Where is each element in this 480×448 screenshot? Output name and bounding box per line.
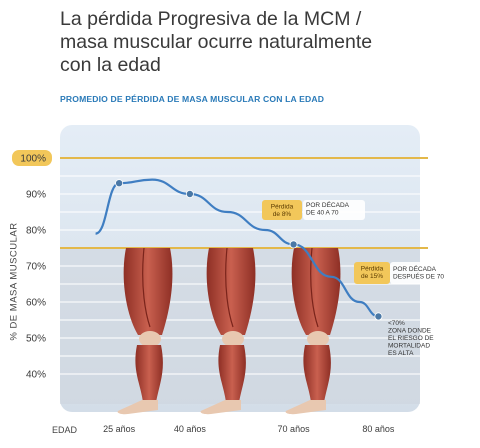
annotation-highlight-line: Pérdida: [361, 266, 384, 273]
annotation-text-line: EL RIESGO DE: [388, 335, 434, 342]
calf-muscle: [218, 345, 246, 402]
y-tick-label: 40%: [26, 370, 46, 381]
annotation-text-line: POR DÉCADA: [306, 200, 350, 209]
y-tick-label: 90%: [26, 190, 46, 201]
data-point: [185, 189, 194, 198]
chart-subtitle: PROMEDIO DE PÉRDIDA DE MASA MUSCULAR CON…: [60, 94, 325, 104]
foot: [285, 400, 326, 415]
knee: [307, 331, 329, 347]
foot: [117, 400, 158, 415]
data-point: [115, 179, 124, 188]
annotation-highlight: Pérdida de 8%: [271, 204, 294, 219]
annotation-text: <70% ZONA DONDE EL RIESGO DE MORTALIDAD ES A…: [388, 320, 434, 357]
title-line-2: masa muscular ocurre naturalmente: [60, 31, 373, 53]
annotation: Pérdida de 8% POR DÉCADA DE 40 A 70: [262, 200, 365, 220]
annotation-badge: [262, 200, 302, 220]
y-tick-label: 80%: [26, 226, 46, 237]
y-tick-label: 60%: [26, 298, 46, 309]
leg-muscle-illustration: [200, 247, 256, 415]
thigh-muscle: [123, 248, 173, 335]
x-axis-label: EDAD: [52, 425, 78, 435]
thigh-muscle: [291, 248, 341, 335]
annotation-text-line: <70%: [388, 320, 405, 327]
annotation-text-line: DE 40 A 70: [306, 210, 339, 217]
annotation-badge: [354, 262, 390, 284]
x-tick-label: 70 años: [278, 424, 311, 434]
annotation-box: [303, 200, 365, 220]
calf-muscle: [303, 345, 331, 402]
annotation-highlight: Pérdida de 15%: [361, 266, 384, 281]
leg-muscle-illustration: [117, 247, 173, 415]
data-point: [289, 240, 298, 249]
x-tick-label: 80 años: [362, 424, 395, 434]
annotation-text: POR DÉCADA DE 40 A 70: [306, 200, 350, 217]
annotation-highlight-line: de 8%: [273, 211, 292, 218]
annotation-text: POR DÉCADA DESPUÉS DE 70: [393, 264, 444, 281]
annotation: <70% ZONA DONDE EL RIESGO DE MORTALIDAD ES A…: [388, 320, 434, 357]
annotation-text-line: MORTALIDAD: [388, 343, 430, 350]
thigh-muscle: [206, 248, 256, 335]
calf-muscle: [135, 345, 163, 402]
annotation: Pérdida de 15% POR DÉCADA DESPUÉS DE 70: [354, 262, 452, 284]
annotation-text-line: POR DÉCADA: [393, 264, 437, 273]
leg-muscle-illustration: [285, 247, 341, 415]
knee: [139, 331, 161, 347]
x-tick-label: 25 años: [103, 424, 136, 434]
title-line-3: con la edad: [60, 54, 161, 76]
annotation-text-line: ZONA DONDE: [388, 328, 432, 335]
y-tick-label: 70%: [26, 262, 46, 273]
y-tick-label: 50%: [26, 334, 46, 345]
annotation-highlight-line: Pérdida: [271, 204, 294, 211]
muscle-line: [225, 247, 234, 328]
title-line-1: La pérdida Progresiva de la MCM /: [60, 8, 362, 30]
annotation-highlight-line: de 15%: [361, 273, 383, 280]
knee: [222, 331, 244, 347]
y-tick-highlight: [12, 150, 52, 166]
x-tick-label: 40 años: [174, 424, 207, 434]
annotation-text-line: ES ALTA: [388, 350, 414, 357]
series-line: [95, 178, 379, 318]
muscle-line: [142, 247, 151, 328]
annotation-box: [390, 262, 452, 284]
y-tick-label: 100%: [20, 154, 46, 165]
foot: [200, 400, 241, 415]
annotation-text-line: DESPUÉS DE 70: [393, 272, 444, 281]
data-point: [374, 312, 383, 321]
chart-title: La pérdida Progresiva de la MCM / masa m…: [60, 8, 460, 77]
